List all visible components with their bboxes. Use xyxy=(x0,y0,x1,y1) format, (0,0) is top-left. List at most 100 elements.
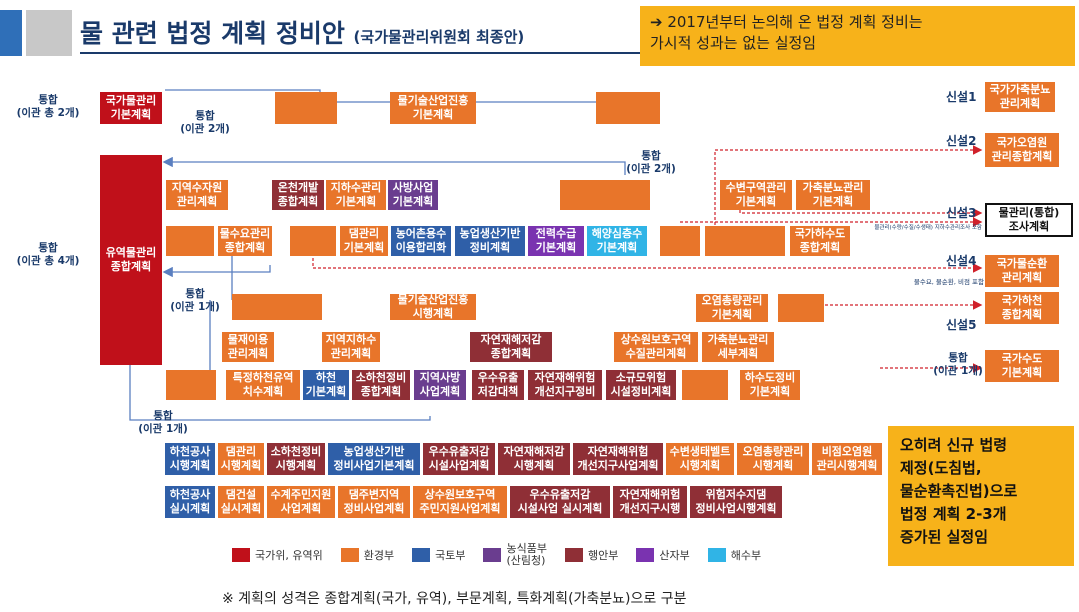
plan-box: 댐건설 실시계획 xyxy=(218,486,264,518)
new-plan-note-3: 물관리(수량/수질/수생태) 지하수관리조사 포함 xyxy=(874,225,982,231)
plan-box: 지역지하수 관리계획 xyxy=(322,332,380,362)
plan-box: 자연재해위험 개선지구시행 xyxy=(613,486,687,518)
plan-box: 하천공사 실시계획 xyxy=(165,486,215,518)
subtitle-text: (국가물관리위원회 최종안) xyxy=(353,28,525,46)
plan-box: 하수도정비 기본계획 xyxy=(740,370,800,400)
legend-item: 행안부 xyxy=(564,547,618,563)
new-plan-box-5: 국가하천 종합계획 xyxy=(985,292,1059,324)
legend-swatch xyxy=(412,548,431,562)
plan-box: 수변생태벨트 시행계획 xyxy=(666,443,734,475)
new-plan-label-2: 신설2 xyxy=(946,134,977,148)
merge-label-3: 통합 (이관 1개) xyxy=(170,288,220,313)
plan-box: 상수원보호구역 수질관리계획 xyxy=(614,332,698,362)
legend-swatch xyxy=(707,548,726,562)
legend-label: 농식품부 (산림청) xyxy=(506,542,547,567)
plan-box: 가축분뇨관리 기본계획 xyxy=(796,180,870,210)
plan-box: 특정하천유역 치수계획 xyxy=(226,370,300,400)
plan-box-basin: 유역물관리 종합계획 xyxy=(100,155,162,365)
legend-label: 해수부 xyxy=(730,549,762,562)
plan-box: 댐관리 시행계획 xyxy=(218,443,264,475)
footnote: ※ 계획의 성격은 종합계획(국가, 유역), 부문계획, 특화계획(가축분뇨)… xyxy=(222,591,687,607)
plan-box-blank-7 xyxy=(705,226,785,256)
plan-box: 우수유출저감 시설사업계획 xyxy=(423,443,495,475)
plan-box-national: 국가물관리 기본계획 xyxy=(100,92,162,124)
plan-box: 소규모위험 시설정비계획 xyxy=(606,370,676,400)
plan-box: 상수원보호구역 주민지원사업계획 xyxy=(413,486,507,518)
new-plan-label-5: 신설5 xyxy=(946,318,977,332)
plan-box: 댐관리 기본계획 xyxy=(340,226,388,256)
plan-box-blank-5 xyxy=(290,226,336,256)
side-label-top: 통합 (이관 총 2개) xyxy=(16,94,80,119)
new-plan-label-1: 신설1 xyxy=(946,90,977,104)
plan-box: 하천 기본계획 xyxy=(303,370,349,400)
new-plan-label-4: 신설4 xyxy=(946,254,977,268)
legend-item: 해수부 xyxy=(707,547,762,563)
plan-box: 수계주민지원 사업계획 xyxy=(267,486,335,518)
plan-box: 사방사업 기본계획 xyxy=(388,180,438,210)
plan-box-blank-8 xyxy=(232,294,322,320)
legend-swatch xyxy=(564,548,583,562)
plan-box: 댐주변지역 정비사업계획 xyxy=(338,486,410,518)
new-plan-box-1: 국가가축분뇨 관리계획 xyxy=(985,82,1055,112)
plan-box: 가축분뇨관리 세부계획 xyxy=(702,332,774,362)
legend-swatch xyxy=(636,548,655,562)
plan-box-blank-6 xyxy=(660,226,700,256)
plan-box-blank-2 xyxy=(596,92,660,124)
plan-box: 자연재해저감 시행계획 xyxy=(498,443,570,475)
legend-label: 국가위, 유역위 xyxy=(255,549,323,562)
plan-box: 우수유출저감 시설사업 실시계획 xyxy=(510,486,610,518)
plan-box: 물재이용 관리계획 xyxy=(222,332,274,362)
conclusion-box: 오히려 신규 법령 제정(도침법, 물순환촉진법)으로 법정 계획 2-3개 증… xyxy=(888,426,1074,566)
plan-box: 자연재해저감 종합계획 xyxy=(470,332,552,362)
plan-box: 하천공사 시행계획 xyxy=(165,443,215,475)
plan-box: 비점오염원 관리시행계획 xyxy=(812,443,882,475)
plan-box: 온천개발 종합계획 xyxy=(272,180,324,210)
legend: 국가위, 유역위 환경부 국토부 농식품부 (산림청) 행안부 산자부 해수부 xyxy=(232,540,872,570)
header-accent-blue xyxy=(0,10,22,56)
plan-box-blank-3 xyxy=(560,180,650,210)
callout-box: ➔ 2017년부터 논의해 온 법정 계획 정비는 가시적 성과는 없는 실정임 xyxy=(640,6,1075,66)
merge-label-2: 통합 (이관 2개) xyxy=(626,150,676,175)
new-plan-note-4: 물수요, 물순환, 비점 포함 xyxy=(913,278,984,286)
legend-item: 국토부 xyxy=(412,547,465,563)
legend-swatch xyxy=(483,548,502,562)
plan-box-blank-1 xyxy=(275,92,337,124)
plan-box: 자연재해위험 개선지구정비 xyxy=(528,370,602,400)
plan-box: 오염총량관리 기본계획 xyxy=(696,294,768,322)
plan-box: 전력수급 기본계획 xyxy=(528,226,584,256)
new-plan-box-2: 국가오염원 관리종합계획 xyxy=(985,133,1059,167)
legend-swatch xyxy=(340,548,359,562)
legend-label: 환경부 xyxy=(363,549,395,562)
plan-box: 물기술산업진흥 기본계획 xyxy=(390,92,476,124)
new-plan-box-3: 물관리(통합) 조사계획 xyxy=(985,203,1073,237)
legend-label: 국토부 xyxy=(435,549,466,562)
plan-box-blank-4 xyxy=(166,226,214,256)
plan-box: 농어촌용수 이용합리화 xyxy=(391,226,451,256)
new-plan-label-3: 신설3 xyxy=(946,206,977,220)
plan-box-blank-11 xyxy=(682,370,728,400)
merge-label-4: 통합 (이관 1개) xyxy=(138,410,188,435)
plan-box: 자연재해위험 개선지구사업계획 xyxy=(573,443,663,475)
plan-box: 농업생산기반 정비사업기본계획 xyxy=(328,443,420,475)
legend-item: 산자부 xyxy=(636,547,690,563)
legend-label: 산자부 xyxy=(659,549,690,562)
header-underline xyxy=(80,52,640,54)
merge-label-last: 통합 (이관 1개) xyxy=(933,352,983,377)
legend-swatch xyxy=(232,548,250,562)
plan-box-blank-9 xyxy=(778,294,824,322)
plan-box: 소하천정비 종합계획 xyxy=(352,370,410,400)
page-title: 물 관련 법정 계획 정비안 (국가물관리위원회 최종안) xyxy=(80,14,524,50)
plan-box-blank-10 xyxy=(166,370,216,400)
new-plan-box-4: 국가물순환 관리계획 xyxy=(985,255,1059,287)
legend-item: 환경부 xyxy=(340,547,395,563)
plan-box: 농업생산기반 정비계획 xyxy=(455,226,525,256)
plan-box: 해양심층수 기본계획 xyxy=(587,226,647,256)
side-label-mid: 통합 (이관 총 4개) xyxy=(16,242,80,267)
plan-box: 물수요관리 종합계획 xyxy=(218,226,272,256)
legend-item: 국가위, 유역위 xyxy=(232,547,323,563)
plan-box: 우수유출 저감대책 xyxy=(472,370,524,400)
plan-box: 오염총량관리 시행계획 xyxy=(737,443,809,475)
plan-box: 지하수관리 기본계획 xyxy=(326,180,386,210)
legend-item: 농식품부 (산림청) xyxy=(483,542,547,567)
plan-box: 소하천정비 시행계획 xyxy=(267,443,325,475)
